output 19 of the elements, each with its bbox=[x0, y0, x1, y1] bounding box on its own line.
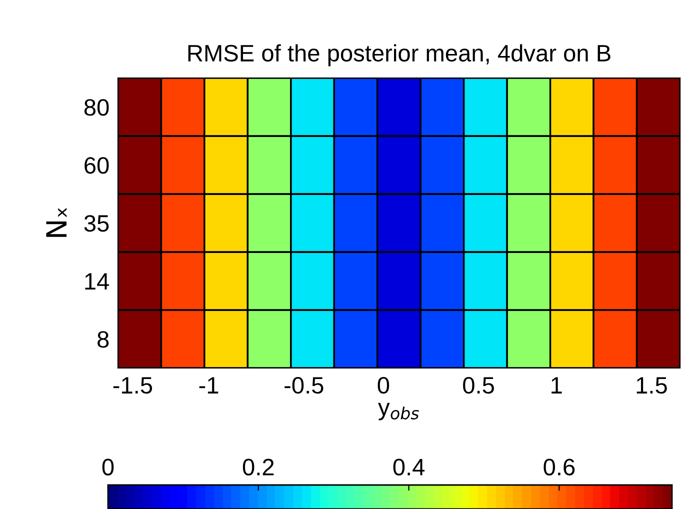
color-bar-label: 0.4 bbox=[393, 458, 425, 476]
y-tick-label: 80 bbox=[84, 99, 109, 116]
y-tick-label: 14 bbox=[85, 273, 109, 290]
color-bar-label: 0.2 bbox=[242, 458, 274, 476]
x-axis-title: y$_{obs}$ bbox=[378, 402, 419, 420]
y-tick-label: 60 bbox=[84, 157, 109, 174]
x-tick-label: 0 bbox=[378, 376, 390, 394]
color-bar-label: 0.6 bbox=[544, 458, 575, 476]
y-tick-label: 35 bbox=[84, 215, 109, 232]
x-tick-label: 1 bbox=[552, 377, 562, 394]
x-tick-label: 1.5 bbox=[636, 377, 667, 394]
y-tick-label: 8 bbox=[98, 331, 109, 348]
x-tick-label: -1 bbox=[199, 377, 218, 394]
x-tick-label: 0.5 bbox=[463, 376, 494, 394]
x-tick-label: -0.5 bbox=[284, 376, 324, 394]
color-bar-label: 0 bbox=[102, 458, 114, 476]
y-axis-title: Nₓ bbox=[46, 208, 67, 237]
chart-title: RMSE of the posterior mean, 4dvar on B bbox=[188, 44, 610, 66]
x-tick-label: -1.5 bbox=[113, 377, 152, 394]
